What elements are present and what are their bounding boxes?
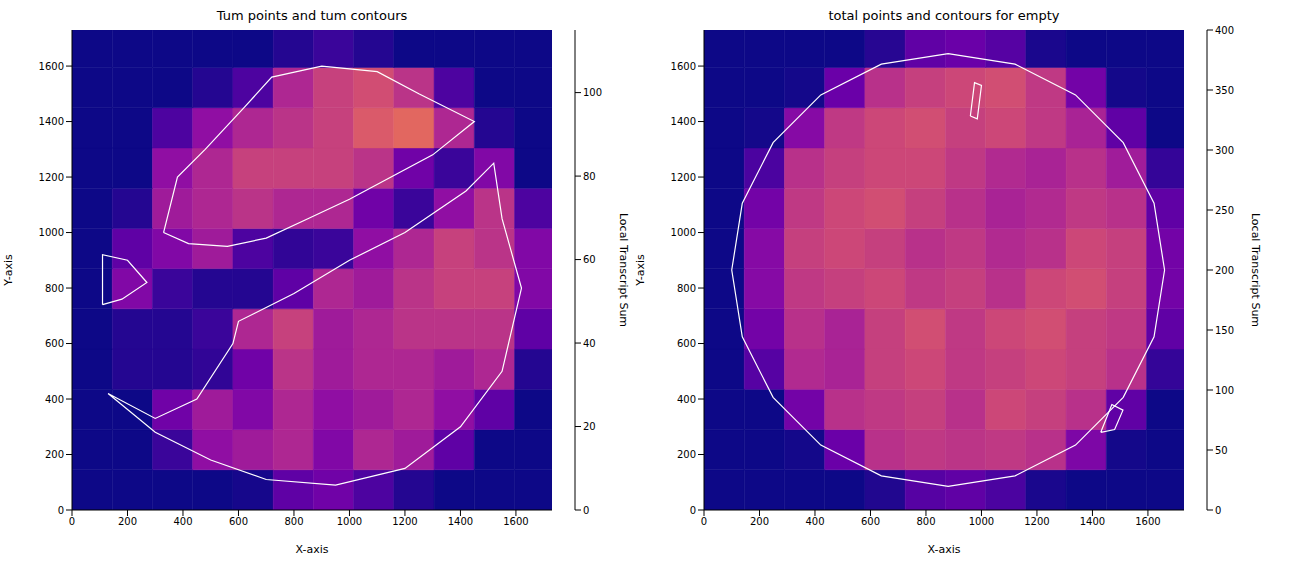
html-text:total points and contours for: total points and contours for empty xyxy=(828,8,1060,23)
svg-text:40: 40 xyxy=(583,338,596,349)
svg-text:200: 200 xyxy=(45,449,64,460)
svg-text:0: 0 xyxy=(690,505,696,516)
svg-text:1200: 1200 xyxy=(1024,516,1049,527)
svg-text:600: 600 xyxy=(45,338,64,349)
svg-text:600: 600 xyxy=(229,516,248,527)
svg-text:350: 350 xyxy=(1215,85,1234,96)
html-text:Tum points and tum contours: Tum points and tum contours xyxy=(216,8,408,23)
svg-text:1600: 1600 xyxy=(503,516,528,527)
svg-text:50: 50 xyxy=(1215,445,1228,456)
svg-text:150: 150 xyxy=(1215,325,1234,336)
svg-text:800: 800 xyxy=(45,283,64,294)
svg-text:400: 400 xyxy=(173,516,192,527)
svg-text:20: 20 xyxy=(583,421,596,432)
svg-text:0: 0 xyxy=(583,505,589,516)
svg-text:1200: 1200 xyxy=(671,172,696,183)
svg-text:300: 300 xyxy=(1215,145,1234,156)
svg-text:1400: 1400 xyxy=(448,516,473,527)
svg-text:200: 200 xyxy=(118,516,137,527)
svg-text:1000: 1000 xyxy=(39,227,64,238)
svg-text:X-axis: X-axis xyxy=(296,543,329,556)
svg-text:400: 400 xyxy=(805,516,824,527)
svg-text:1400: 1400 xyxy=(671,116,696,127)
svg-text:600: 600 xyxy=(677,338,696,349)
svg-text:1400: 1400 xyxy=(1080,516,1105,527)
svg-text:400: 400 xyxy=(677,394,696,405)
svg-text:250: 250 xyxy=(1215,205,1234,216)
svg-text:80: 80 xyxy=(583,171,596,182)
svg-text:800: 800 xyxy=(284,516,303,527)
svg-text:100: 100 xyxy=(583,87,602,98)
svg-text:1600: 1600 xyxy=(671,61,696,72)
svg-text:1600: 1600 xyxy=(39,61,64,72)
svg-text:800: 800 xyxy=(916,516,935,527)
svg-text:1400: 1400 xyxy=(39,116,64,127)
svg-text:400: 400 xyxy=(1215,25,1234,36)
svg-text:0: 0 xyxy=(701,516,707,527)
svg-text:0: 0 xyxy=(69,516,75,527)
svg-text:800: 800 xyxy=(677,283,696,294)
svg-text:1000: 1000 xyxy=(969,516,994,527)
html-text:Local Transcript Sum: Local Transcript Sum xyxy=(616,212,630,328)
svg-text:100: 100 xyxy=(1215,385,1234,396)
svg-text:Y-axis: Y-axis xyxy=(2,254,15,287)
svg-text:200: 200 xyxy=(677,449,696,460)
svg-text:60: 60 xyxy=(583,254,596,265)
svg-text:600: 600 xyxy=(861,516,880,527)
svg-text:200: 200 xyxy=(1215,265,1234,276)
svg-text:Y-axis: Y-axis xyxy=(634,254,647,287)
svg-text:400: 400 xyxy=(45,394,64,405)
svg-text:X-axis: X-axis xyxy=(928,543,961,556)
svg-text:1000: 1000 xyxy=(337,516,362,527)
svg-text:1200: 1200 xyxy=(39,172,64,183)
html-text:Local Transcript Sum: Local Transcript Sum xyxy=(1248,212,1262,328)
svg-text:1000: 1000 xyxy=(671,227,696,238)
svg-text:1200: 1200 xyxy=(392,516,417,527)
svg-text:0: 0 xyxy=(1215,505,1221,516)
svg-text:1600: 1600 xyxy=(1135,516,1160,527)
svg-text:0: 0 xyxy=(58,505,64,516)
svg-text:200: 200 xyxy=(750,516,769,527)
